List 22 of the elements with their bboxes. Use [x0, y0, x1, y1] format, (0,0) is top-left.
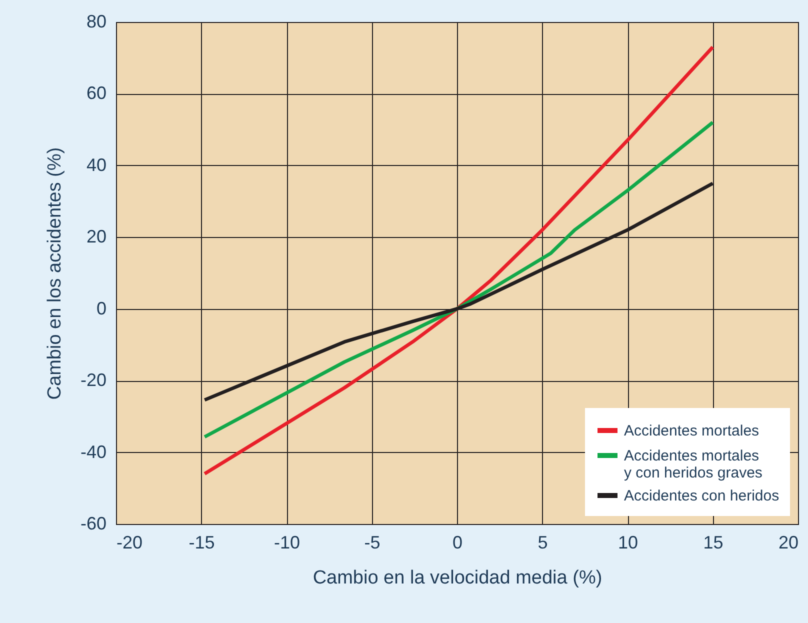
- y-tick-label: 40: [86, 154, 106, 175]
- x-tick-label: 5: [538, 532, 548, 552]
- x-tick-label: 10: [618, 532, 638, 552]
- x-tick-label: 20: [778, 532, 798, 552]
- y-tick-label: 20: [86, 226, 106, 247]
- y-tick-label: -20: [80, 370, 106, 390]
- y-tick-label: -40: [80, 442, 106, 462]
- x-tick-label: 15: [703, 532, 724, 552]
- legend-label: Accidentes con heridos: [624, 488, 780, 504]
- y-tick-label: 80: [86, 12, 106, 32]
- x-tick-label: -10: [274, 532, 300, 552]
- x-tick-label: -20: [116, 532, 143, 552]
- y-axis-title: Cambio en los accidentes (%): [44, 147, 66, 400]
- legend-label: Accidentes mortales: [624, 422, 760, 440]
- y-tick-label: 0: [96, 298, 106, 318]
- x-tick-label: 0: [452, 532, 463, 552]
- x-axis-title: Cambio en la velocidad media (%): [312, 568, 602, 588]
- legend-label: Accidentes mortales y con heridos graves: [624, 448, 762, 482]
- y-tick-label: -60: [80, 514, 106, 534]
- x-tick-label: -15: [188, 532, 215, 552]
- y-tick-label: 60: [86, 83, 106, 104]
- x-tick-label: -5: [364, 532, 380, 552]
